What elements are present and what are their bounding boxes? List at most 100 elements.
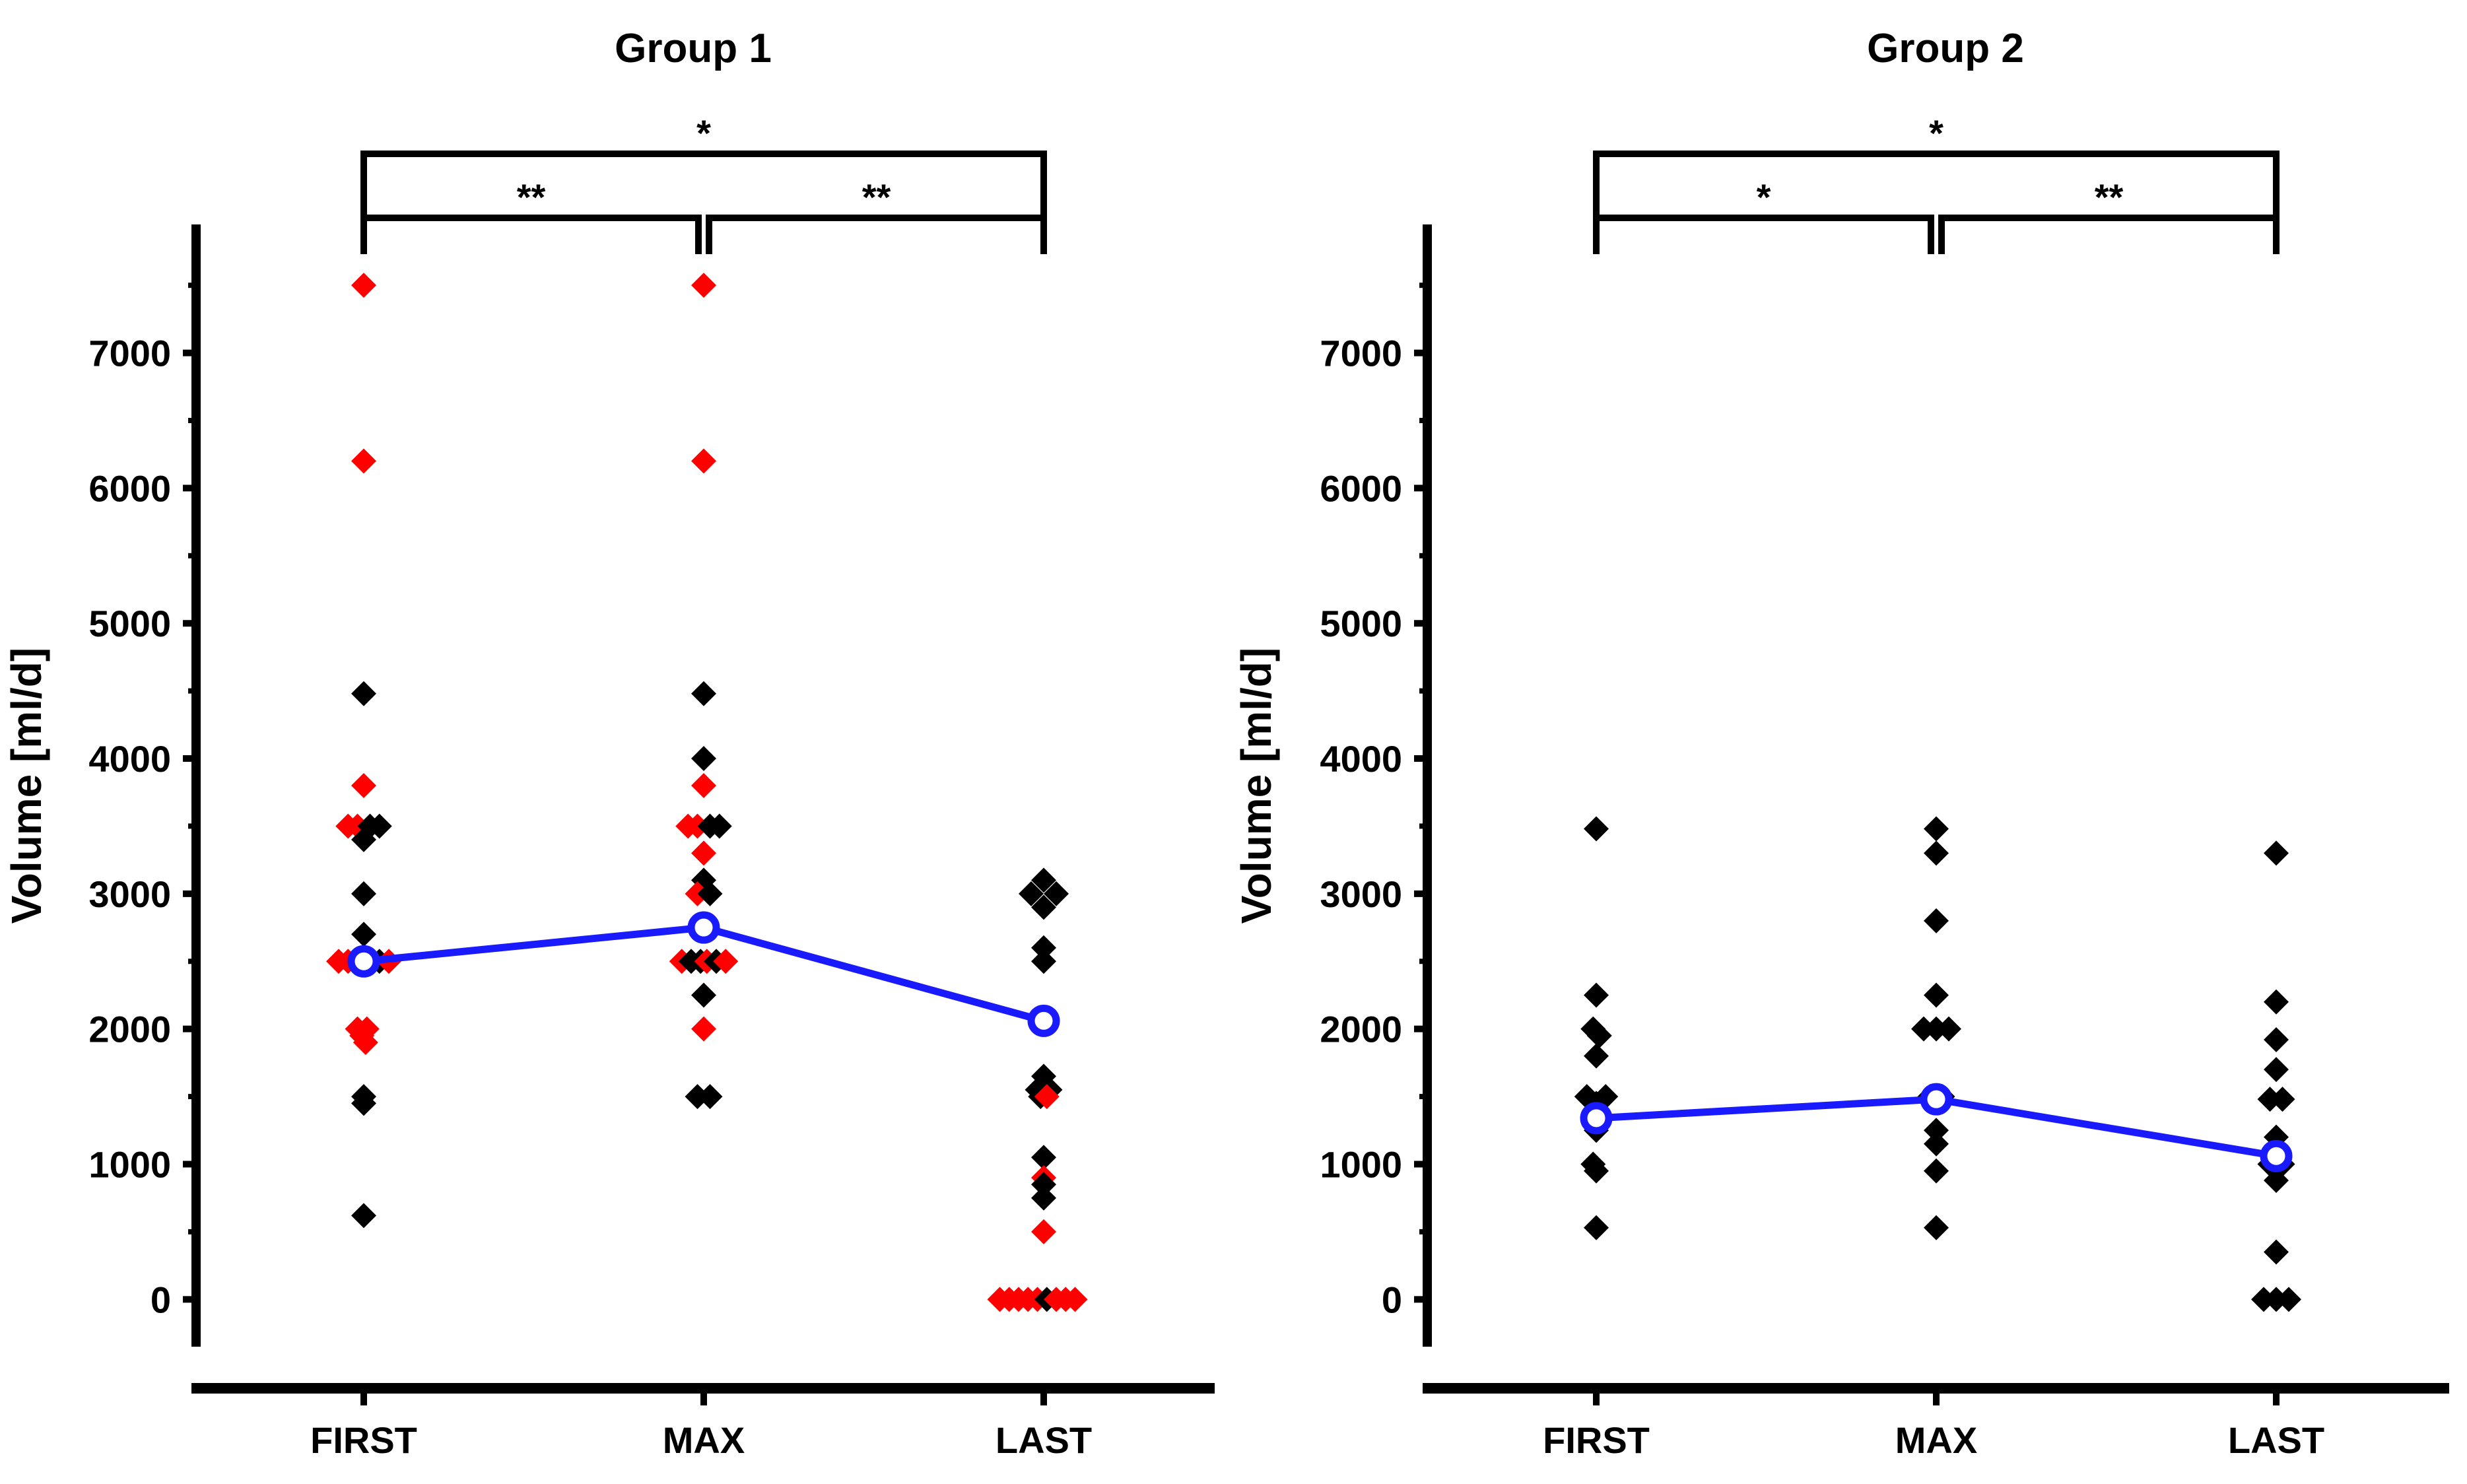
data-point-red — [1034, 1084, 1060, 1110]
data-point-red — [353, 1030, 378, 1056]
significance-bracket: * — [360, 112, 1047, 254]
data-point-black — [1584, 982, 1609, 1008]
significance-label: * — [1757, 176, 1771, 218]
data-point-red — [351, 448, 376, 474]
data-point-black — [1924, 1118, 1949, 1143]
y-tick-label: 2000 — [88, 1009, 171, 1050]
data-point-black — [1044, 881, 1069, 906]
data-point-black — [1924, 908, 1949, 933]
data-point-black — [1924, 816, 1949, 842]
y-tick-label: 6000 — [1320, 467, 1402, 509]
significance-bracket: * — [1593, 112, 2280, 254]
data-point-black — [1936, 1016, 1961, 1042]
significance-label: ** — [517, 176, 546, 218]
bracket-line — [360, 151, 1047, 254]
y-tick-label: 6000 — [88, 467, 171, 509]
y-tick-label: 4000 — [88, 738, 171, 780]
mean-marker — [1580, 1102, 1613, 1135]
data-point-black — [2264, 840, 2289, 866]
x-tick-label-last: LAST — [996, 1419, 1092, 1461]
data-point-red — [691, 448, 716, 474]
data-point-black — [691, 746, 716, 772]
data-point-black — [1031, 867, 1056, 893]
data-point-black — [1031, 935, 1056, 961]
data-point-red — [1031, 1219, 1056, 1244]
y-tick-label: 3000 — [1320, 873, 1402, 915]
data-point-black — [2276, 1287, 2301, 1312]
data-point-black — [1584, 1158, 1609, 1184]
data-point-red — [351, 273, 376, 298]
x-tick-label-first: FIRST — [310, 1419, 417, 1461]
data-point-black — [1584, 816, 1609, 842]
data-point-black — [366, 813, 392, 839]
y-tick-label: 2000 — [1320, 1009, 1402, 1050]
significance-label: ** — [862, 176, 891, 218]
data-point-black — [1584, 1043, 1609, 1069]
data-point-black — [2264, 1239, 2289, 1265]
data-point-black — [1586, 1023, 1612, 1048]
data-point-black — [706, 813, 732, 839]
data-point-black — [1924, 840, 1949, 866]
data-point-black — [1924, 1131, 1949, 1157]
mean-marker — [347, 945, 380, 978]
x-tick-label-first: FIRST — [1543, 1419, 1650, 1461]
data-point-black — [351, 826, 376, 852]
y-tick-label: 4000 — [1320, 738, 1402, 780]
data-point-black — [1031, 894, 1056, 920]
data-point-red — [713, 949, 739, 974]
data-point-black — [2270, 1087, 2295, 1112]
data-point-black — [1924, 1158, 1949, 1184]
significance-label: * — [1929, 112, 1943, 154]
y-axis-label: Volume [ml/d] — [1233, 648, 1280, 924]
y-axis-label: Volume [ml/d] — [3, 648, 50, 924]
x-tick-label-max: MAX — [663, 1419, 745, 1461]
panel-group-2: Group 2 0 1000 2000 3000 4000 5000 6000 7000 Volu… — [1233, 26, 2449, 1461]
panel-group-1: Group 1 0 1000 2000 3000 4000 5000 6000 7000 Volu… — [3, 26, 1215, 1461]
y-tick-label: 7000 — [88, 333, 171, 374]
y-tick-label: 1000 — [88, 1143, 171, 1185]
data-point-black — [691, 982, 716, 1008]
data-point-red — [351, 773, 376, 798]
y-tick-label: 5000 — [88, 603, 171, 644]
mean-marker — [1027, 1004, 1060, 1037]
data-point-black — [691, 681, 716, 706]
bracket-line — [1593, 151, 2280, 254]
data-point-black — [1924, 1215, 1949, 1240]
data-point-red — [691, 1016, 716, 1042]
data-point-black — [2264, 1168, 2289, 1194]
y-tick-label: 5000 — [1320, 603, 1402, 644]
mean-marker — [2260, 1139, 2293, 1172]
data-point-red — [1062, 1287, 1088, 1312]
y-tick-label: 0 — [151, 1279, 171, 1320]
data-point-black — [697, 881, 723, 906]
chart-title: Group 2 — [1867, 26, 2024, 71]
data-point-red — [691, 273, 716, 298]
data-point-red — [691, 840, 716, 866]
data-point-black — [351, 681, 376, 706]
data-point-black — [1031, 1145, 1056, 1170]
y-tick-label: 0 — [1382, 1279, 1402, 1320]
y-tick-label: 1000 — [1320, 1143, 1402, 1185]
mean-marker — [1920, 1083, 1953, 1116]
data-point-black — [1031, 1185, 1056, 1211]
x-tick-label-last: LAST — [2228, 1419, 2324, 1461]
data-point-black — [697, 1084, 723, 1110]
data-point-black — [1031, 949, 1056, 974]
data-point-black — [1584, 1215, 1609, 1240]
data-point-black — [351, 1091, 376, 1116]
data-point-black — [1031, 1172, 1056, 1197]
y-tick-label: 7000 — [1320, 333, 1402, 374]
data-point-black — [351, 922, 376, 947]
data-point-black — [2264, 1057, 2289, 1083]
x-tick-label-max: MAX — [1895, 1419, 1977, 1461]
data-points — [326, 273, 1088, 1312]
data-point-black — [2264, 1027, 2289, 1053]
data-point-black — [351, 1203, 376, 1229]
significance-label: ** — [2095, 176, 2124, 218]
mean-marker — [687, 911, 720, 944]
data-point-black — [351, 881, 376, 906]
data-point-red — [691, 773, 716, 798]
data-point-black — [2264, 989, 2289, 1015]
